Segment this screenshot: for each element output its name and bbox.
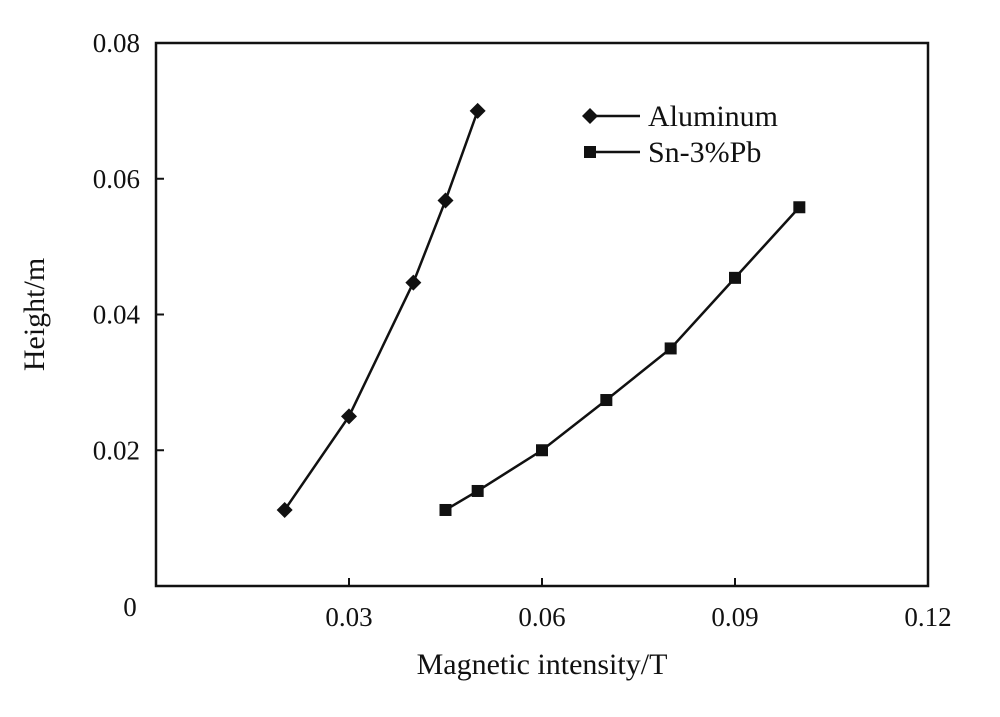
legend-label-0: Aluminum xyxy=(648,100,778,133)
legend-marker-1 xyxy=(584,146,596,158)
series-0 xyxy=(276,102,486,518)
data-point-1-3 xyxy=(600,394,613,407)
data-point-1-2 xyxy=(536,444,548,457)
tick-labels: 0.03 0.06 0.09 0.12 0.02 0.04 0.06 0.08 xyxy=(93,28,952,632)
series-line-1 xyxy=(444,206,801,512)
data-point-0-2 xyxy=(405,274,422,291)
plot-frame xyxy=(154,41,930,588)
data-point-1-0 xyxy=(439,503,452,516)
data-point-0-4 xyxy=(469,102,486,119)
data-point-1-1 xyxy=(471,484,484,497)
x-tick-label-2: 0.09 xyxy=(711,602,758,632)
x-tick-label-3: 0.12 xyxy=(904,602,951,632)
y-tick-label-0: 0.02 xyxy=(93,435,140,465)
tick-marks xyxy=(156,42,929,586)
series-1 xyxy=(439,201,806,516)
series-layer xyxy=(276,102,806,518)
data-point-1-4 xyxy=(664,342,677,355)
x-axis-label: Magnetic intensity/T xyxy=(417,648,668,681)
y-tick-label-2: 0.06 xyxy=(93,164,140,194)
data-point-0-1 xyxy=(341,408,357,425)
x-tick-label-1: 0.06 xyxy=(518,602,565,632)
x-tick-label-0: 0.03 xyxy=(325,602,372,632)
y-tick-label-3: 0.08 xyxy=(93,28,140,58)
data-point-0-0 xyxy=(276,501,293,518)
legend-marker-0 xyxy=(582,108,598,124)
y-axis-label: Height/m xyxy=(18,258,51,371)
origin-label: 0 xyxy=(123,592,137,622)
data-point-0-3 xyxy=(437,192,454,209)
y-tick-label-1: 0.04 xyxy=(93,300,141,330)
data-point-1-5 xyxy=(729,271,741,284)
series-line-0 xyxy=(283,110,479,511)
data-point-1-6 xyxy=(793,201,806,214)
legend-label-1: Sn-3%Pb xyxy=(648,136,761,169)
